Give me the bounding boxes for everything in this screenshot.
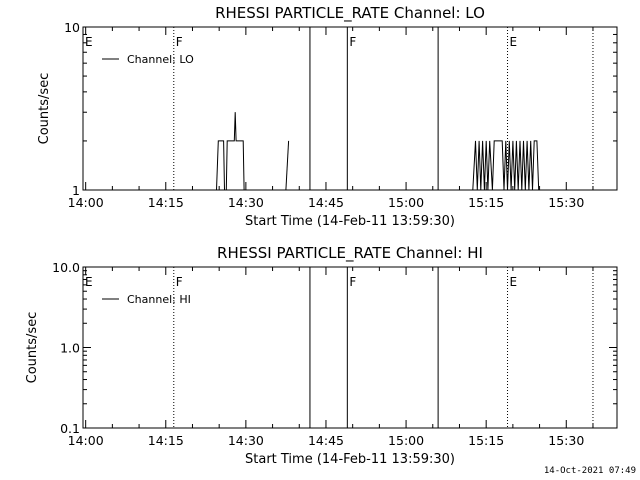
y-tick-label: 10 [64,20,80,35]
footer-timestamp: 14-Oct-2021 07:49 [543,466,636,476]
x-tick-label: 14:45 [308,195,344,210]
x-tick-label: 15:30 [548,433,584,448]
marker-label: F [349,275,356,289]
marker-label: E [85,275,93,289]
plot-frame [82,266,618,429]
legend-label: Channel: LO [127,53,194,66]
y-axis-title: Counts/sec [37,73,52,145]
legend-label: Channel: HI [127,293,191,306]
marker-label: E [510,275,518,289]
chart-title: RHESSI PARTICLE_RATE Channel: HI [217,244,483,263]
x-axis-title: Start Time (14-Feb-11 13:59:30) [245,452,455,467]
x-tick-label: 14:15 [148,433,184,448]
y-tick-label: 1.0 [60,341,80,356]
y-tick-label: 0.1 [60,421,80,436]
marker-label: F [176,275,183,289]
x-tick-label: 15:00 [388,433,424,448]
series-line [216,112,245,191]
x-tick-label: 14:45 [308,433,344,448]
x-axis-title: Start Time (14-Feb-11 13:59:30) [245,214,455,229]
x-tick-label: 15:15 [468,195,504,210]
y-tick-label: 1 [72,183,80,198]
series-line [285,140,290,191]
x-tick-label: 14:30 [228,195,264,210]
marker-label: E [85,35,93,49]
x-tick-label: 15:30 [548,195,584,210]
plot-frame [82,26,618,191]
x-tick-label: 15:15 [468,433,504,448]
marker-label: F [176,35,183,49]
marker-label: E [510,35,518,49]
series-line [472,140,540,191]
x-tick-label: 14:00 [68,195,104,210]
y-tick-label: 10.0 [52,260,80,275]
chart-2: RHESSI PARTICLE_RATE Channel: HI 14:00 14:… [25,244,618,467]
chart-1: RHESSI PARTICLE_RATE Channel: LO 14:00 14:… [37,4,618,229]
x-tick-label: 14:30 [228,433,264,448]
marker-label: F [349,35,356,49]
x-tick-label: 14:15 [148,195,184,210]
y-axis-title: Counts/sec [25,312,40,384]
x-tick-label: 15:00 [388,195,424,210]
chart-title: RHESSI PARTICLE_RATE Channel: LO [215,4,485,23]
x-tick-label: 14:00 [68,433,104,448]
